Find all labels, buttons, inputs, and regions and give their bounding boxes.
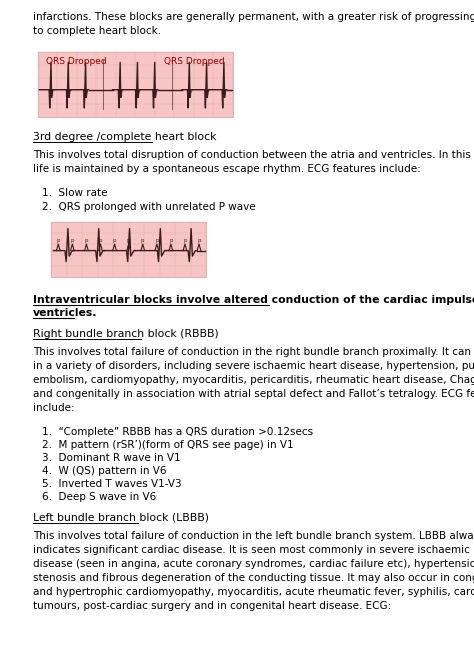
Text: ventricles.: ventricles. bbox=[33, 308, 97, 318]
Text: 2.  M pattern (rSR’)(form of QRS see page) in V1: 2. M pattern (rSR’)(form of QRS see page… bbox=[43, 440, 294, 450]
Bar bbox=[51, 222, 206, 277]
Text: p: p bbox=[197, 238, 201, 243]
Text: p: p bbox=[169, 238, 173, 243]
Text: This involves total failure of conduction in the left bundle branch system. LBBB: This involves total failure of conductio… bbox=[33, 531, 474, 611]
Text: p: p bbox=[56, 238, 60, 243]
Bar bbox=[37, 52, 233, 117]
Text: p: p bbox=[183, 238, 187, 243]
Text: This involves total failure of conduction in the right bundle branch proximally.: This involves total failure of conductio… bbox=[33, 347, 474, 413]
Text: 5.  Inverted T waves V1-V3: 5. Inverted T waves V1-V3 bbox=[43, 479, 182, 489]
Text: 2.  QRS prolonged with unrelated P wave: 2. QRS prolonged with unrelated P wave bbox=[43, 202, 256, 212]
Text: This involves total disruption of conduction between the atria and ventricles. I: This involves total disruption of conduc… bbox=[33, 150, 474, 174]
Text: 3rd degree /complete heart block: 3rd degree /complete heart block bbox=[33, 132, 216, 142]
Text: 6.  Deep S wave in V6: 6. Deep S wave in V6 bbox=[43, 492, 157, 502]
Text: p: p bbox=[155, 238, 158, 243]
Text: Left bundle branch block (LBBB): Left bundle branch block (LBBB) bbox=[33, 513, 209, 523]
Text: p: p bbox=[141, 238, 145, 243]
Text: 1.  “Complete” RBBB has a QRS duration >0.12secs: 1. “Complete” RBBB has a QRS duration >0… bbox=[43, 427, 314, 437]
Text: infarctions. These blocks are generally permanent, with a greater risk of progre: infarctions. These blocks are generally … bbox=[33, 12, 474, 36]
Text: Intraventricular blocks involve altered conduction of the cardiac impulse within: Intraventricular blocks involve altered … bbox=[33, 295, 474, 305]
Text: 1.  Slow rate: 1. Slow rate bbox=[43, 188, 108, 198]
Text: QRS Dropped: QRS Dropped bbox=[164, 56, 224, 66]
Text: QRS Dropped: QRS Dropped bbox=[46, 56, 107, 66]
Text: p: p bbox=[85, 238, 88, 243]
Text: 4.  W (QS) pattern in V6: 4. W (QS) pattern in V6 bbox=[43, 466, 167, 476]
Text: Right bundle branch block (RBBB): Right bundle branch block (RBBB) bbox=[33, 329, 219, 339]
Text: 3.  Dominant R wave in V1: 3. Dominant R wave in V1 bbox=[43, 453, 181, 463]
Text: p: p bbox=[127, 238, 130, 243]
Text: p: p bbox=[99, 238, 102, 243]
Text: p: p bbox=[71, 238, 74, 243]
Text: p: p bbox=[113, 238, 116, 243]
